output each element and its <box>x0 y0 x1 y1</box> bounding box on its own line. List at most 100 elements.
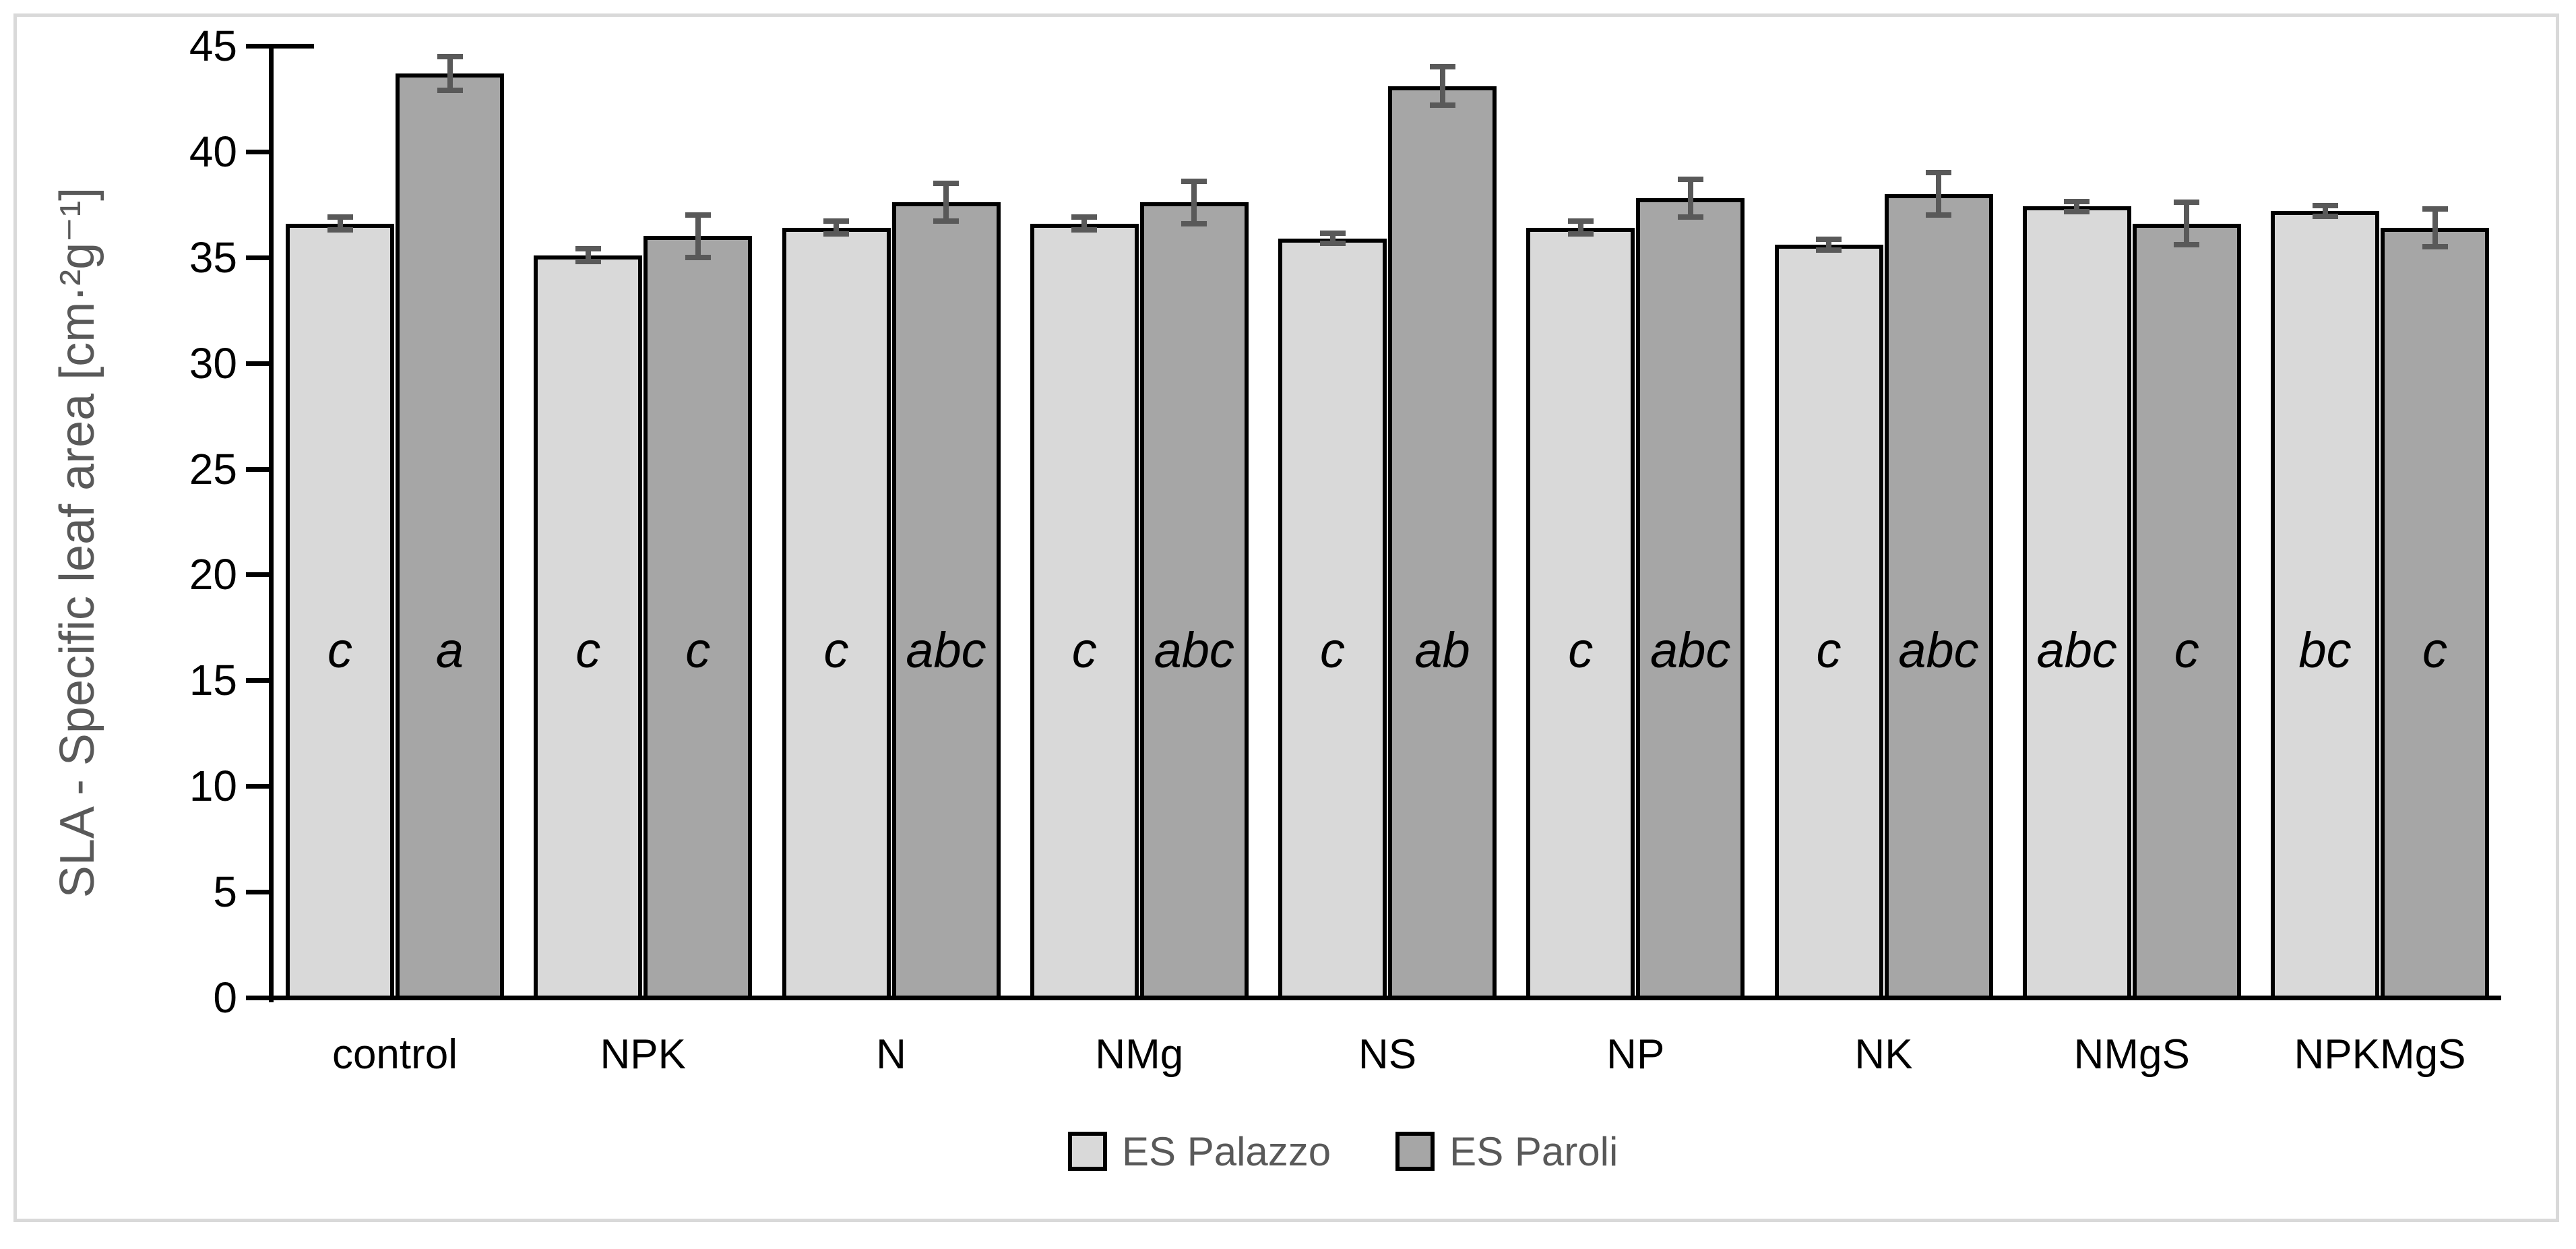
error-bar-cap <box>823 218 849 224</box>
error-bar-cap <box>437 53 463 59</box>
error-bar-cap <box>1926 212 1951 218</box>
y-tick-mark <box>246 678 269 683</box>
significance-letter: c <box>1816 622 1842 678</box>
y-tick-mark <box>246 996 269 1000</box>
y-tick-label: 10 <box>189 762 237 811</box>
error-bar-line <box>1687 179 1693 218</box>
significance-letter: a <box>435 622 464 678</box>
bar-es-paroli-NPK <box>643 236 753 1000</box>
error-bar-cap <box>685 212 711 218</box>
significance-letter: c <box>823 622 849 678</box>
bar-es-paroli-NP <box>1636 197 1745 1000</box>
bar-es-palazzo-N <box>782 227 891 1000</box>
y-tick-label: 25 <box>189 444 237 493</box>
x-category-label: NMg <box>1095 1031 1184 1078</box>
bar-es-palazzo-control <box>286 223 394 1000</box>
x-category-label: NPKMgS <box>2294 1031 2466 1078</box>
y-tick-mark <box>246 149 269 154</box>
error-bar-cap <box>823 231 849 237</box>
bar-es-paroli-NMgS <box>2132 223 2241 1000</box>
significance-letter: c <box>2174 622 2199 678</box>
bar-es-palazzo-NMgS <box>2022 206 2131 1000</box>
significance-letter: c <box>575 622 601 678</box>
error-bar-cap <box>1181 178 1207 184</box>
x-category-label: N <box>876 1031 906 1078</box>
x-category-label: NP <box>1606 1031 1665 1078</box>
error-bar-cap <box>1677 176 1703 182</box>
error-bar-line <box>1577 221 1583 235</box>
error-bar-cap <box>1319 230 1346 236</box>
error-bar-cap <box>933 218 959 224</box>
error-bar-line <box>2074 201 2080 212</box>
error-bar-line <box>943 183 949 222</box>
legend-item-es-paroli: ES Paroli <box>1395 1128 1618 1175</box>
error-bar-line <box>1081 217 1088 230</box>
error-bar-cap <box>1071 226 1098 233</box>
error-bar-cap <box>2064 198 2090 204</box>
y-axis-line <box>269 44 274 1002</box>
error-bar-cap <box>1816 247 1842 253</box>
error-bar-cap <box>685 254 711 260</box>
legend-item-es-palazzo: ES Palazzo <box>1068 1128 1331 1175</box>
significance-letter: c <box>1568 622 1594 678</box>
error-bar-cap <box>437 87 463 93</box>
bar-es-palazzo-NS <box>1278 238 1387 1000</box>
y-tick-label: 0 <box>213 973 237 1022</box>
error-bar-cap <box>2174 200 2200 206</box>
x-category-label: NS <box>1358 1031 1417 1078</box>
bar-es-paroli-NPKMgS <box>2381 227 2489 1000</box>
error-bar-line <box>1329 233 1336 244</box>
error-bar-line <box>834 221 839 235</box>
y-tick-mark <box>246 255 269 260</box>
error-bar-cap <box>1071 214 1098 220</box>
significance-letter: bc <box>2298 622 2352 678</box>
y-axis-top-stub <box>274 44 314 49</box>
significance-letter: c <box>327 622 352 678</box>
y-tick-label: 5 <box>213 867 237 917</box>
bar-es-paroli-N <box>891 202 1001 1000</box>
error-bar-cap <box>2064 209 2090 215</box>
significance-letter: abc <box>2036 622 2117 678</box>
significance-letter: abc <box>1898 622 1979 678</box>
error-bar-cap <box>2312 213 2338 219</box>
error-bar-cap <box>1926 170 1951 176</box>
error-bar-cap <box>2422 244 2448 250</box>
y-tick-label: 40 <box>189 127 237 176</box>
bar-es-palazzo-NK <box>1774 244 1883 1000</box>
error-bar-line <box>1439 67 1445 105</box>
significance-letter: c <box>1320 622 1345 678</box>
bar-es-paroli-NS <box>1388 86 1497 1000</box>
significance-letter: abc <box>1650 622 1731 678</box>
error-bar-line <box>1191 181 1197 224</box>
y-tick-label: 45 <box>189 21 237 70</box>
error-bar-line <box>447 56 453 90</box>
error-bar-cap <box>575 246 601 252</box>
x-category-label: NPK <box>600 1031 686 1078</box>
x-category-label: NK <box>1854 1031 1913 1078</box>
error-bar-line <box>2184 202 2190 245</box>
y-tick-mark <box>246 43 269 49</box>
error-bar-line <box>2432 208 2438 247</box>
error-bar-cap <box>1319 241 1346 247</box>
error-bar-line <box>1936 173 1941 215</box>
error-bar-line <box>1826 239 1831 250</box>
x-category-label: NMgS <box>2073 1031 2190 1078</box>
bar-es-paroli-NK <box>1884 193 1993 1000</box>
error-bar-cap <box>327 214 353 220</box>
significance-letter: ab <box>1414 622 1470 678</box>
significance-letter: c <box>685 622 711 678</box>
y-tick-label: 15 <box>189 656 237 705</box>
bar-es-palazzo-NPK <box>534 255 643 1000</box>
y-tick-mark <box>246 466 269 472</box>
y-axis-title: SLA - Specific leaf area [cm·²g⁻¹] <box>51 187 104 898</box>
x-category-label: control <box>332 1031 458 1078</box>
error-bar-cap <box>1677 214 1703 220</box>
error-bar-cap <box>1567 218 1594 224</box>
error-bar-cap <box>2422 206 2448 212</box>
bar-es-palazzo-NP <box>1526 227 1635 1000</box>
error-bar-cap <box>2174 241 2200 247</box>
significance-letter: c <box>1071 622 1097 678</box>
legend: ES Palazzo ES Paroli <box>1068 1120 1618 1182</box>
error-bar-cap <box>1429 102 1455 108</box>
error-bar-cap <box>1429 64 1455 70</box>
